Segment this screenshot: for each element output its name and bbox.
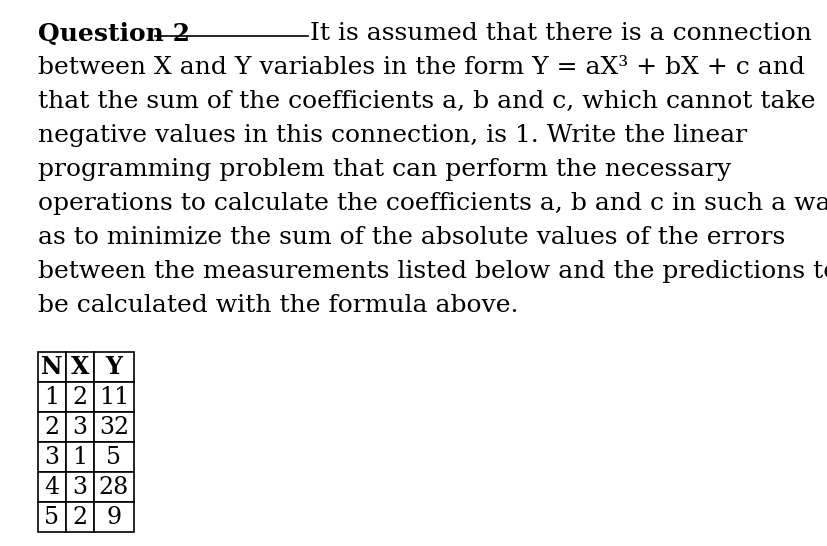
Bar <box>66 352 94 382</box>
Text: 3: 3 <box>73 416 88 438</box>
Bar <box>66 502 94 532</box>
Text: 32: 32 <box>98 416 129 438</box>
Bar <box>94 412 134 442</box>
Text: 11: 11 <box>98 385 129 408</box>
Text: 5: 5 <box>107 446 122 468</box>
Bar <box>94 472 134 502</box>
Text: Y: Y <box>105 355 122 379</box>
Text: It is assumed that there is a connection: It is assumed that there is a connection <box>309 22 811 45</box>
Bar <box>38 472 66 502</box>
Text: N: N <box>41 355 63 379</box>
Bar <box>38 412 66 442</box>
Bar <box>38 442 66 472</box>
Text: 2: 2 <box>72 506 88 529</box>
Text: 1: 1 <box>45 385 60 408</box>
Text: between the measurements listed below and the predictions to: between the measurements listed below an… <box>38 260 827 283</box>
Text: Question 2: Question 2 <box>38 22 189 46</box>
Bar <box>38 352 66 382</box>
Bar <box>66 382 94 412</box>
Text: be calculated with the formula above.: be calculated with the formula above. <box>38 294 518 317</box>
Text: 3: 3 <box>73 476 88 498</box>
Bar <box>94 502 134 532</box>
Text: negative values in this connection, is 1. Write the linear: negative values in this connection, is 1… <box>38 124 746 147</box>
Text: programming problem that can perform the necessary: programming problem that can perform the… <box>38 158 730 181</box>
Bar <box>66 442 94 472</box>
Text: 2: 2 <box>45 416 60 438</box>
Bar <box>94 352 134 382</box>
Bar <box>38 382 66 412</box>
Text: 2: 2 <box>72 385 88 408</box>
Bar <box>66 412 94 442</box>
Text: 3: 3 <box>45 446 60 468</box>
Bar <box>38 502 66 532</box>
Text: 4: 4 <box>45 476 60 498</box>
Text: between X and Y variables in the form Y = aX³ + bX + c and: between X and Y variables in the form Y … <box>38 56 804 79</box>
Text: 5: 5 <box>45 506 60 529</box>
Text: X: X <box>70 355 89 379</box>
Text: as to minimize the sum of the absolute values of the errors: as to minimize the sum of the absolute v… <box>38 226 784 249</box>
Text: 9: 9 <box>107 506 122 529</box>
Bar <box>94 382 134 412</box>
Bar <box>94 442 134 472</box>
Text: that the sum of the coefficients a, b and c, which cannot take: that the sum of the coefficients a, b an… <box>38 90 815 113</box>
Bar <box>66 472 94 502</box>
Text: operations to calculate the coefficients a, b and c in such a way: operations to calculate the coefficients… <box>38 192 827 215</box>
Text: 1: 1 <box>72 446 88 468</box>
Text: 28: 28 <box>98 476 129 498</box>
